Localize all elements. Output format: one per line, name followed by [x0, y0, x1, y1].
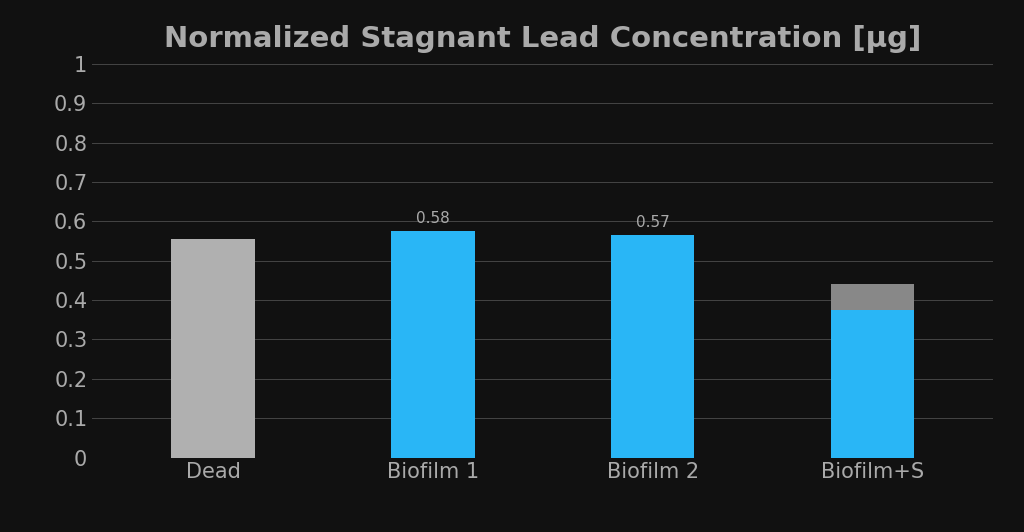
Bar	[171, 239, 255, 458]
Text: 0.57: 0.57	[636, 215, 670, 230]
Title: Normalized Stagnant Lead Concentration [µg]: Normalized Stagnant Lead Concentration […	[164, 25, 922, 53]
Bar	[830, 284, 914, 310]
Bar	[611, 235, 694, 458]
Bar	[830, 310, 914, 458]
Bar	[391, 231, 474, 458]
Text: 0.58: 0.58	[416, 211, 450, 227]
